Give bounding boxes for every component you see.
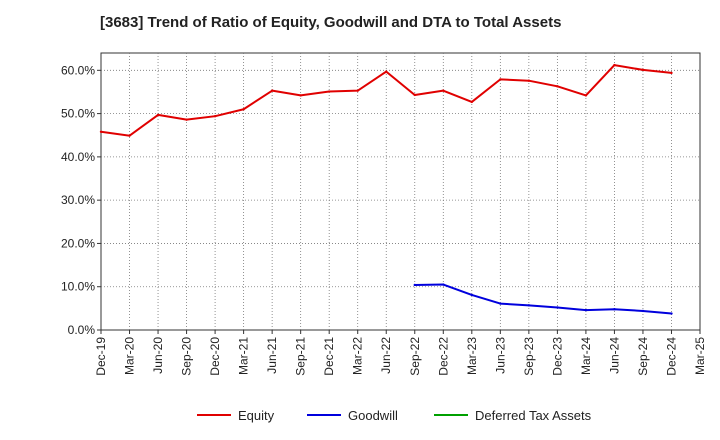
data-point-equity	[556, 85, 559, 88]
x-tick-label: Sep-23	[522, 337, 536, 376]
y-tick-label: 10.0%	[61, 280, 95, 294]
x-tick-label: Jun-24	[607, 337, 621, 374]
x-tick-label: Mar-25	[693, 337, 707, 375]
y-tick-label: 40.0%	[61, 150, 95, 164]
data-point-goodwill	[556, 306, 559, 309]
data-point-equity	[641, 68, 645, 72]
x-tick-label: Jun-21	[265, 337, 279, 374]
data-point-goodwill	[613, 308, 616, 311]
x-tick-label: Mar-22	[351, 337, 365, 375]
y-tick-label: 30.0%	[61, 193, 95, 207]
x-tick-label: Dec-19	[94, 337, 108, 376]
x-tick-label: Dec-21	[322, 337, 336, 376]
x-tick-label: Dec-22	[436, 337, 450, 376]
legend-label: Deferred Tax Assets	[475, 408, 592, 423]
x-tick-label: Sep-20	[180, 337, 194, 376]
legend-label: Goodwill	[348, 408, 398, 423]
data-point-equity	[385, 70, 388, 73]
x-tick-label: Dec-20	[208, 337, 222, 376]
data-point-goodwill	[499, 302, 502, 305]
data-point-equity	[213, 114, 217, 118]
data-point-equity	[499, 78, 502, 81]
data-point-goodwill	[584, 308, 588, 312]
data-point-goodwill	[527, 304, 531, 307]
data-point-equity	[413, 93, 416, 97]
x-tick-label: Mar-20	[123, 337, 137, 375]
y-tick-label: 0.0%	[68, 323, 96, 337]
data-point-equity	[442, 89, 445, 92]
data-point-equity	[156, 113, 160, 117]
x-tick-label: Dec-23	[550, 337, 564, 376]
data-point-equity	[242, 108, 245, 111]
data-point-equity	[99, 130, 103, 133]
x-tick-label: Jun-22	[379, 337, 393, 374]
x-tick-label: Mar-24	[579, 337, 593, 375]
data-point-goodwill	[442, 283, 445, 286]
data-point-equity	[327, 90, 331, 93]
x-tick-label: Sep-21	[294, 337, 308, 376]
data-point-equity	[356, 89, 359, 92]
data-point-equity	[270, 89, 274, 92]
x-tick-label: Sep-24	[636, 337, 650, 376]
x-tick-label: Mar-21	[237, 337, 251, 375]
series-line-goodwill	[414, 283, 672, 315]
data-point-equity	[670, 71, 673, 75]
legend-label: Equity	[238, 408, 275, 423]
data-point-equity	[613, 63, 616, 67]
chart-title: [3683] Trend of Ratio of Equity, Goodwil…	[100, 14, 562, 31]
data-point-goodwill	[413, 283, 416, 287]
data-point-equity	[470, 100, 474, 104]
data-point-equity	[185, 118, 188, 121]
data-point-goodwill	[641, 309, 645, 313]
data-point-goodwill	[470, 293, 474, 297]
plot-area	[100, 52, 701, 331]
x-tick-label: Dec-24	[664, 337, 678, 376]
y-tick-label: 50.0%	[61, 107, 95, 121]
x-tick-label: Sep-22	[408, 337, 422, 376]
data-point-equity	[527, 79, 531, 82]
x-tick-label: Jun-20	[151, 337, 165, 374]
data-point-goodwill	[670, 312, 673, 315]
x-tick-label: Jun-23	[493, 337, 507, 374]
y-tick-label: 60.0%	[61, 63, 95, 77]
data-point-equity	[299, 94, 302, 97]
data-point-equity	[584, 94, 588, 97]
y-tick-label: 20.0%	[61, 236, 95, 250]
data-point-equity	[128, 134, 131, 137]
x-tick-label: Mar-23	[465, 337, 479, 375]
